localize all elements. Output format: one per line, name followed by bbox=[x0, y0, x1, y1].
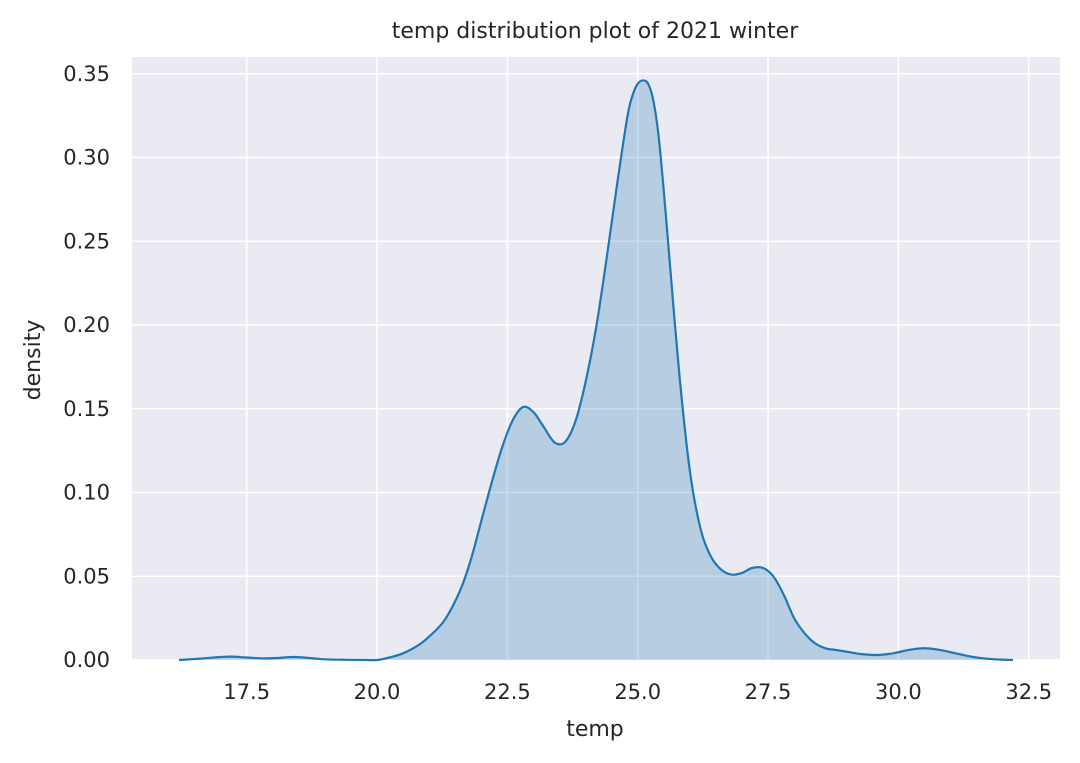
x-tick-label: 25.0 bbox=[614, 680, 661, 704]
y-tick-label: 0.25 bbox=[63, 229, 110, 253]
y-tick-label: 0.00 bbox=[63, 648, 110, 672]
y-tick-label: 0.10 bbox=[63, 481, 110, 505]
y-tick-label: 0.35 bbox=[63, 62, 110, 86]
y-axis-title: density bbox=[21, 320, 46, 401]
y-tick-label: 0.15 bbox=[63, 397, 110, 421]
y-tick-label: 0.30 bbox=[63, 146, 110, 170]
y-tick-labels: 0.00 0.05 0.10 0.15 0.20 0.25 0.30 0.35 bbox=[63, 62, 110, 672]
y-tick-label: 0.05 bbox=[63, 564, 110, 588]
x-tick-label: 17.5 bbox=[223, 680, 270, 704]
density-curve-line bbox=[178, 79, 1014, 662]
x-tick-label: 27.5 bbox=[745, 680, 792, 704]
y-tick-label: 0.20 bbox=[63, 313, 110, 337]
x-tick-label: 32.5 bbox=[1005, 680, 1052, 704]
x-tick-label: 22.5 bbox=[484, 680, 531, 704]
grid-lines bbox=[132, 57, 1060, 661]
x-axis-title: temp bbox=[566, 717, 624, 742]
x-tick-label: 30.0 bbox=[875, 680, 922, 704]
density-area-fill bbox=[178, 80, 1014, 661]
x-tick-labels: 17.5 20.0 22.5 25.0 27.5 30.0 32.5 bbox=[223, 680, 1052, 704]
x-tick-label: 20.0 bbox=[354, 680, 401, 704]
chart-title: temp distribution plot of 2021 winter bbox=[392, 19, 799, 44]
